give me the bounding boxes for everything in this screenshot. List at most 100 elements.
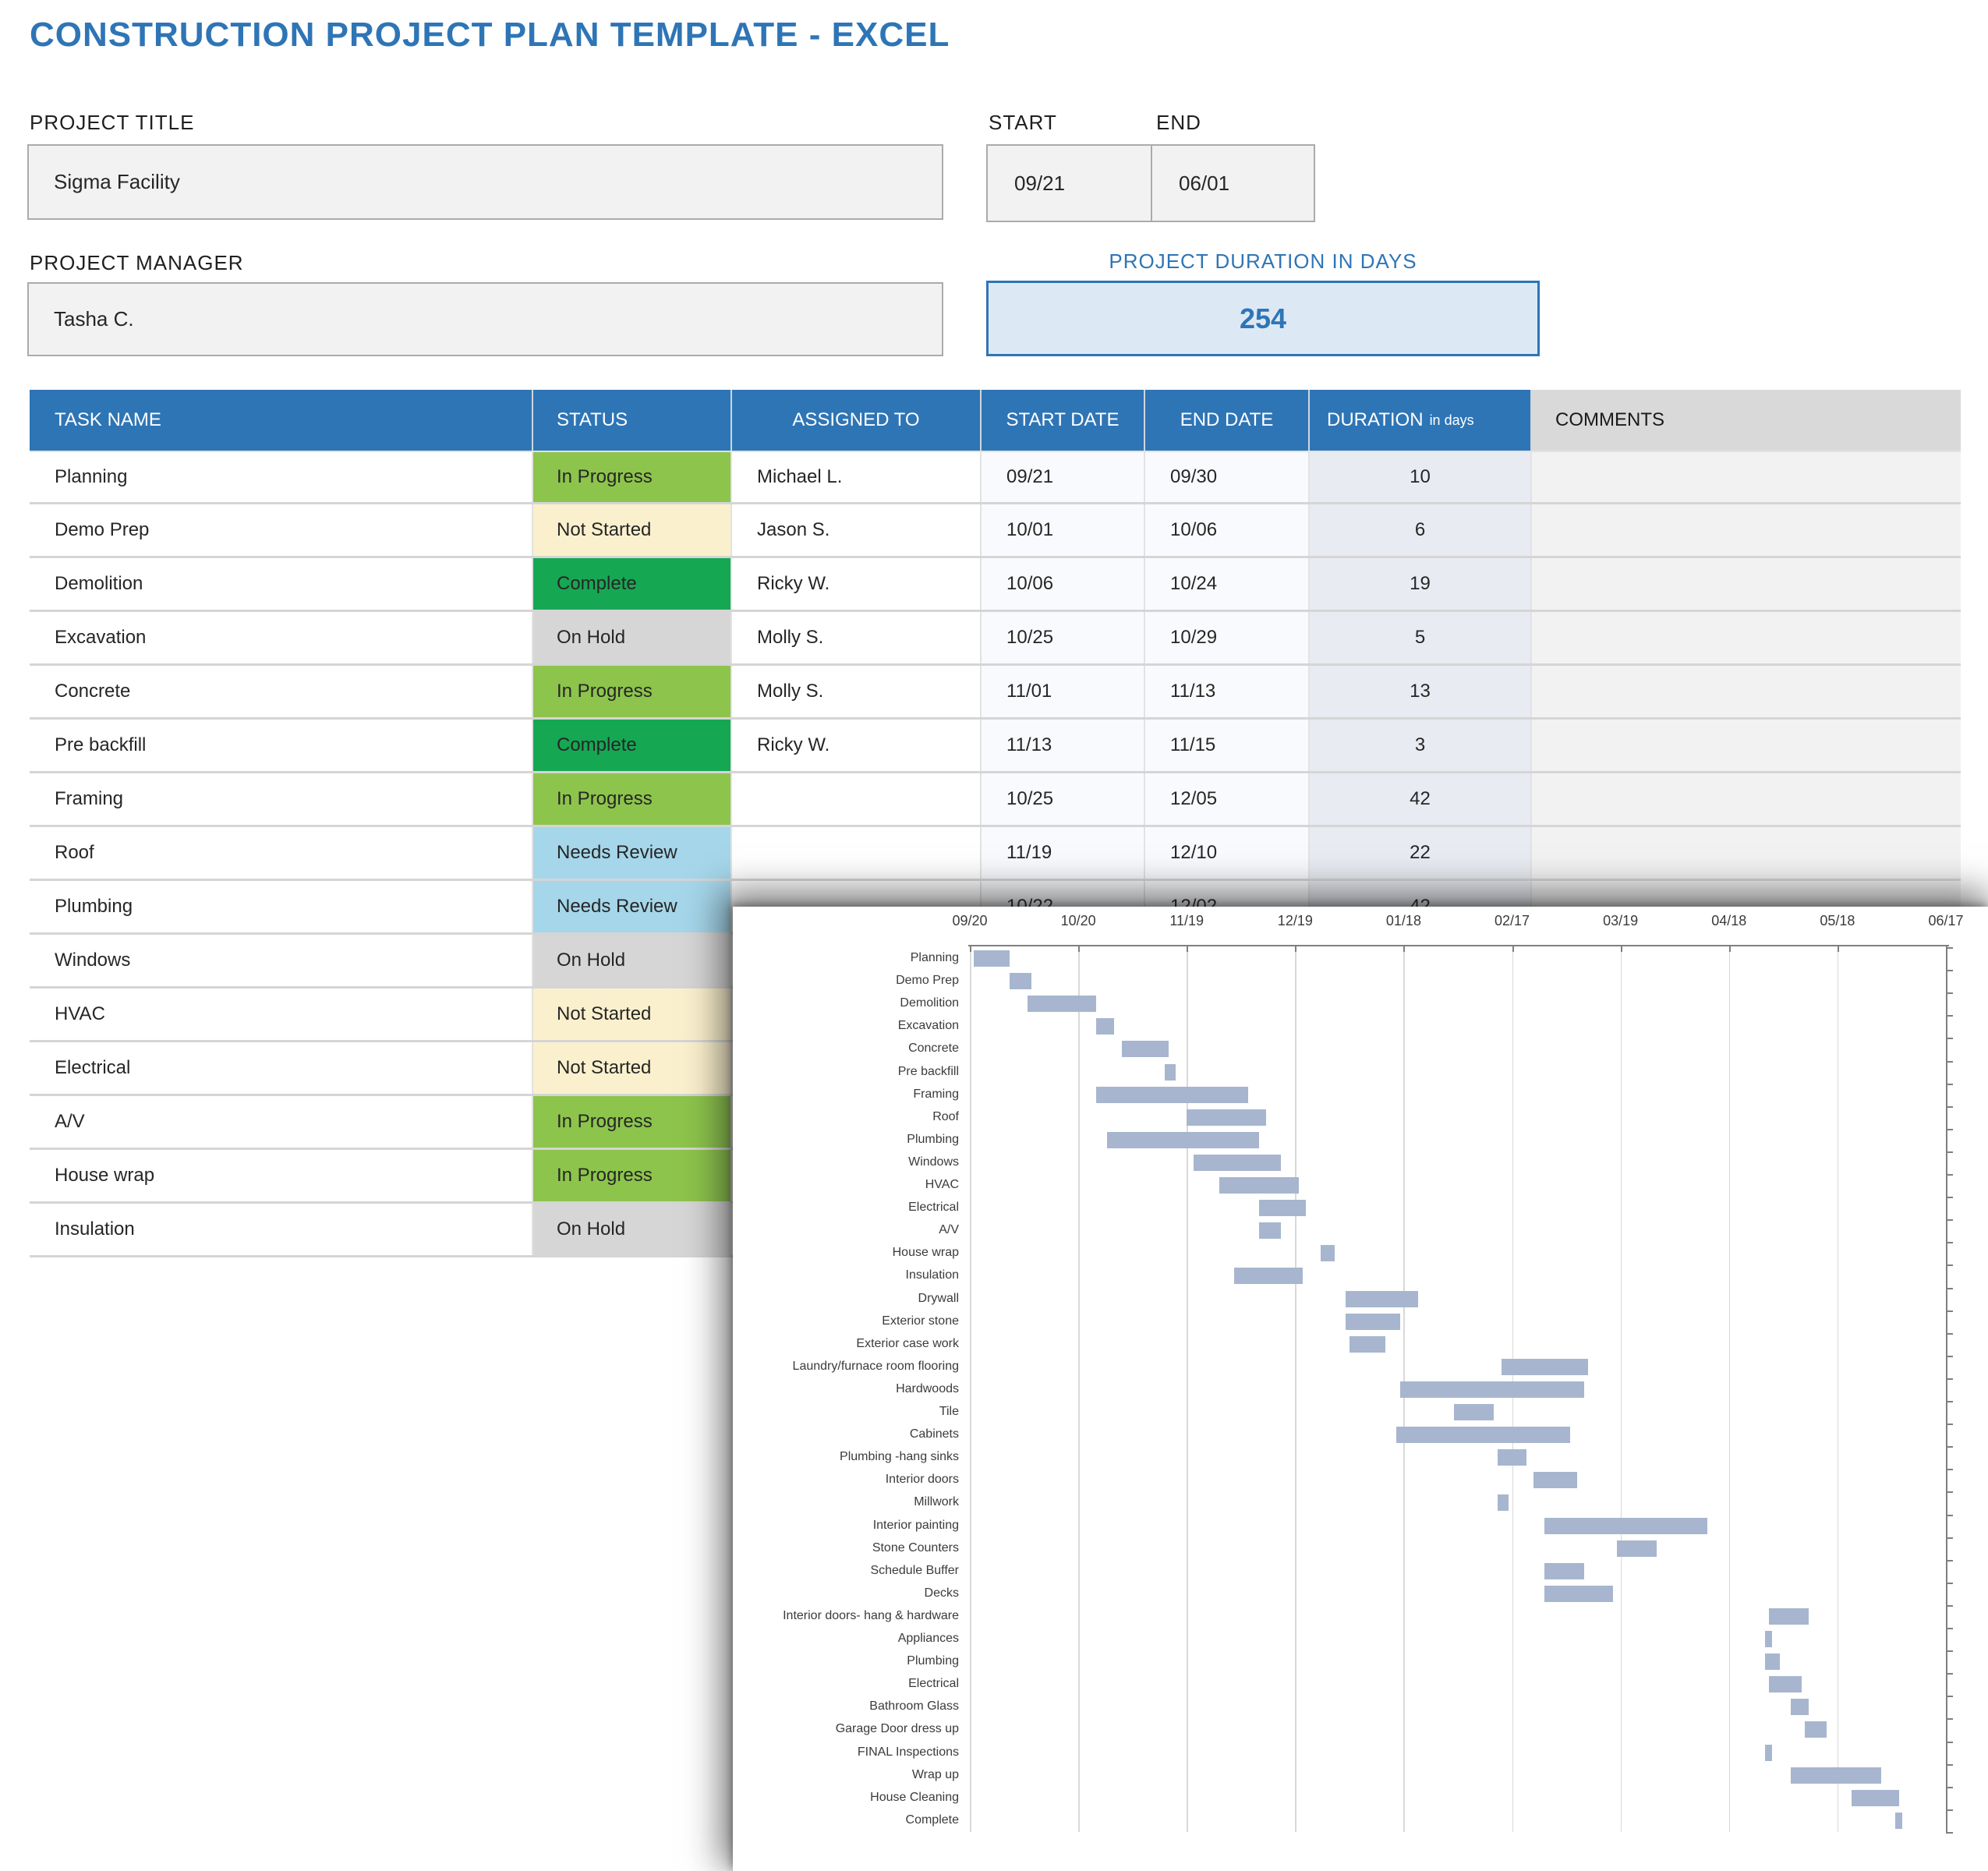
project-manager-field[interactable]: Tasha C. [27, 282, 943, 356]
assigned-to-cell[interactable]: Ricky W. [730, 720, 980, 771]
end-date-cell[interactable]: 09/30 [1144, 452, 1308, 502]
assigned-to-cell[interactable] [730, 773, 980, 825]
comments-cell[interactable] [1530, 773, 1961, 825]
task-name-cell[interactable]: Concrete [30, 666, 532, 717]
duration-cell[interactable]: 13 [1308, 666, 1530, 717]
assigned-to-cell[interactable]: Michael L. [730, 452, 980, 502]
status-cell[interactable]: Needs Review [532, 827, 730, 879]
task-name-cell[interactable]: Roof [30, 827, 532, 879]
gantt-axis-label: 10/20 [1060, 913, 1096, 928]
project-title-field[interactable]: Sigma Facility [27, 144, 943, 220]
start-date-cell[interactable]: 11/13 [980, 720, 1144, 771]
start-date-cell[interactable]: 10/25 [980, 773, 1144, 825]
status-cell[interactable]: Not Started [532, 989, 730, 1040]
gantt-bar [1121, 1041, 1169, 1058]
status-cell[interactable]: In Progress [532, 1096, 730, 1148]
gantt-task-label: Schedule Buffer [870, 1563, 959, 1577]
end-date-cell[interactable]: 10/24 [1144, 558, 1308, 610]
duration-cell[interactable]: 6 [1308, 504, 1530, 556]
gantt-bar [1346, 1290, 1418, 1307]
task-name-cell[interactable]: HVAC [30, 989, 532, 1040]
start-field[interactable]: 09/21 [988, 146, 1151, 221]
gantt-right-axis-tick [1946, 1559, 1953, 1562]
gantt-task-label: Garage Door dress up [835, 1722, 959, 1736]
end-date-cell[interactable]: 10/06 [1144, 504, 1308, 556]
gantt-bar [1498, 1449, 1527, 1466]
end-date-cell[interactable]: 11/15 [1144, 720, 1308, 771]
comments-cell[interactable] [1530, 720, 1961, 771]
end-field[interactable]: 06/01 [1151, 146, 1314, 221]
comments-cell[interactable] [1530, 827, 1961, 879]
duration-cell[interactable]: 19 [1308, 558, 1530, 610]
task-name-cell[interactable]: Pre backfill [30, 720, 532, 771]
status-cell[interactable]: In Progress [532, 1150, 730, 1201]
gantt-task-label: Stone Counters [872, 1540, 959, 1554]
end-date-cell[interactable]: 12/05 [1144, 773, 1308, 825]
gantt-bar [1258, 1200, 1307, 1217]
task-name-cell[interactable]: Excavation [30, 612, 532, 663]
status-cell[interactable]: In Progress [532, 452, 730, 502]
task-name-cell[interactable]: Insulation [30, 1204, 532, 1255]
gantt-right-axis-tick [1946, 1628, 1953, 1629]
assigned-to-cell[interactable]: Molly S. [730, 612, 980, 663]
start-date-cell[interactable]: 09/21 [980, 452, 1144, 502]
duration-cell[interactable]: 3 [1308, 720, 1530, 771]
gantt-chart[interactable]: 09/20 10/20 11/19 12/19 01/18 02/17 03/19 04/18… [733, 907, 1988, 1871]
assigned-to-cell[interactable]: Ricky W. [730, 558, 980, 610]
status-cell[interactable]: Complete [532, 720, 730, 771]
gantt-bar [1320, 1245, 1335, 1262]
task-name-cell[interactable]: A/V [30, 1096, 532, 1148]
start-date-cell[interactable]: 11/19 [980, 827, 1144, 879]
assigned-to-cell[interactable] [730, 827, 980, 879]
end-date-cell[interactable]: 11/13 [1144, 666, 1308, 717]
gantt-right-axis-tick [1946, 1378, 1953, 1380]
task-name-cell[interactable]: Framing [30, 773, 532, 825]
status-cell[interactable]: Complete [532, 558, 730, 610]
comments-cell[interactable] [1530, 452, 1961, 502]
gantt-axis-tick [1403, 945, 1406, 952]
status-cell[interactable]: Needs Review [532, 881, 730, 932]
comments-cell[interactable] [1530, 558, 1961, 610]
duration-header-text: DURATION [1327, 409, 1424, 430]
task-name-cell[interactable]: House wrap [30, 1150, 532, 1201]
status-cell[interactable]: Not Started [532, 1042, 730, 1094]
duration-cell[interactable]: 42 [1308, 773, 1530, 825]
gantt-task-label: Windows [908, 1155, 959, 1169]
task-name-cell[interactable]: Windows [30, 935, 532, 986]
gantt-axis-label: 11/19 [1169, 913, 1204, 928]
assigned-to-cell[interactable]: Molly S. [730, 666, 980, 717]
duration-cell[interactable]: 22 [1308, 827, 1530, 879]
start-date-cell[interactable]: 10/06 [980, 558, 1144, 610]
gantt-bar [1194, 1154, 1281, 1171]
start-date-cell[interactable]: 11/01 [980, 666, 1144, 717]
start-date-cell[interactable]: 10/01 [980, 504, 1144, 556]
gantt-gridline [1728, 945, 1731, 1832]
project-duration-value: 254 [1239, 302, 1287, 334]
task-name-cell[interactable]: Planning [30, 452, 532, 502]
status-cell[interactable]: On Hold [532, 935, 730, 986]
gantt-bar [1349, 1335, 1386, 1353]
gantt-bar [1454, 1404, 1495, 1420]
task-name-cell[interactable]: Demolition [30, 558, 532, 610]
gantt-right-axis-tick [1946, 1287, 1953, 1289]
status-cell[interactable]: Not Started [532, 504, 730, 556]
start-date-cell[interactable]: 10/25 [980, 612, 1144, 663]
end-date-cell[interactable]: 10/29 [1144, 612, 1308, 663]
status-cell[interactable]: In Progress [532, 666, 730, 717]
gantt-bar [1165, 1063, 1176, 1081]
task-name-cell[interactable]: Plumbing [30, 881, 532, 932]
status-cell[interactable]: On Hold [532, 612, 730, 663]
gantt-task-label: Electrical [908, 1201, 959, 1215]
comments-cell[interactable] [1530, 612, 1961, 663]
task-name-cell[interactable]: Electrical [30, 1042, 532, 1094]
comments-cell[interactable] [1530, 666, 1961, 717]
project-duration-field[interactable]: 254 [986, 281, 1540, 356]
task-name-cell[interactable]: Demo Prep [30, 504, 532, 556]
duration-cell[interactable]: 10 [1308, 452, 1530, 502]
comments-cell[interactable] [1530, 504, 1961, 556]
end-date-cell[interactable]: 12/10 [1144, 827, 1308, 879]
status-cell[interactable]: In Progress [532, 773, 730, 825]
assigned-to-cell[interactable]: Jason S. [730, 504, 980, 556]
duration-cell[interactable]: 5 [1308, 612, 1530, 663]
status-cell[interactable]: On Hold [532, 1204, 730, 1255]
